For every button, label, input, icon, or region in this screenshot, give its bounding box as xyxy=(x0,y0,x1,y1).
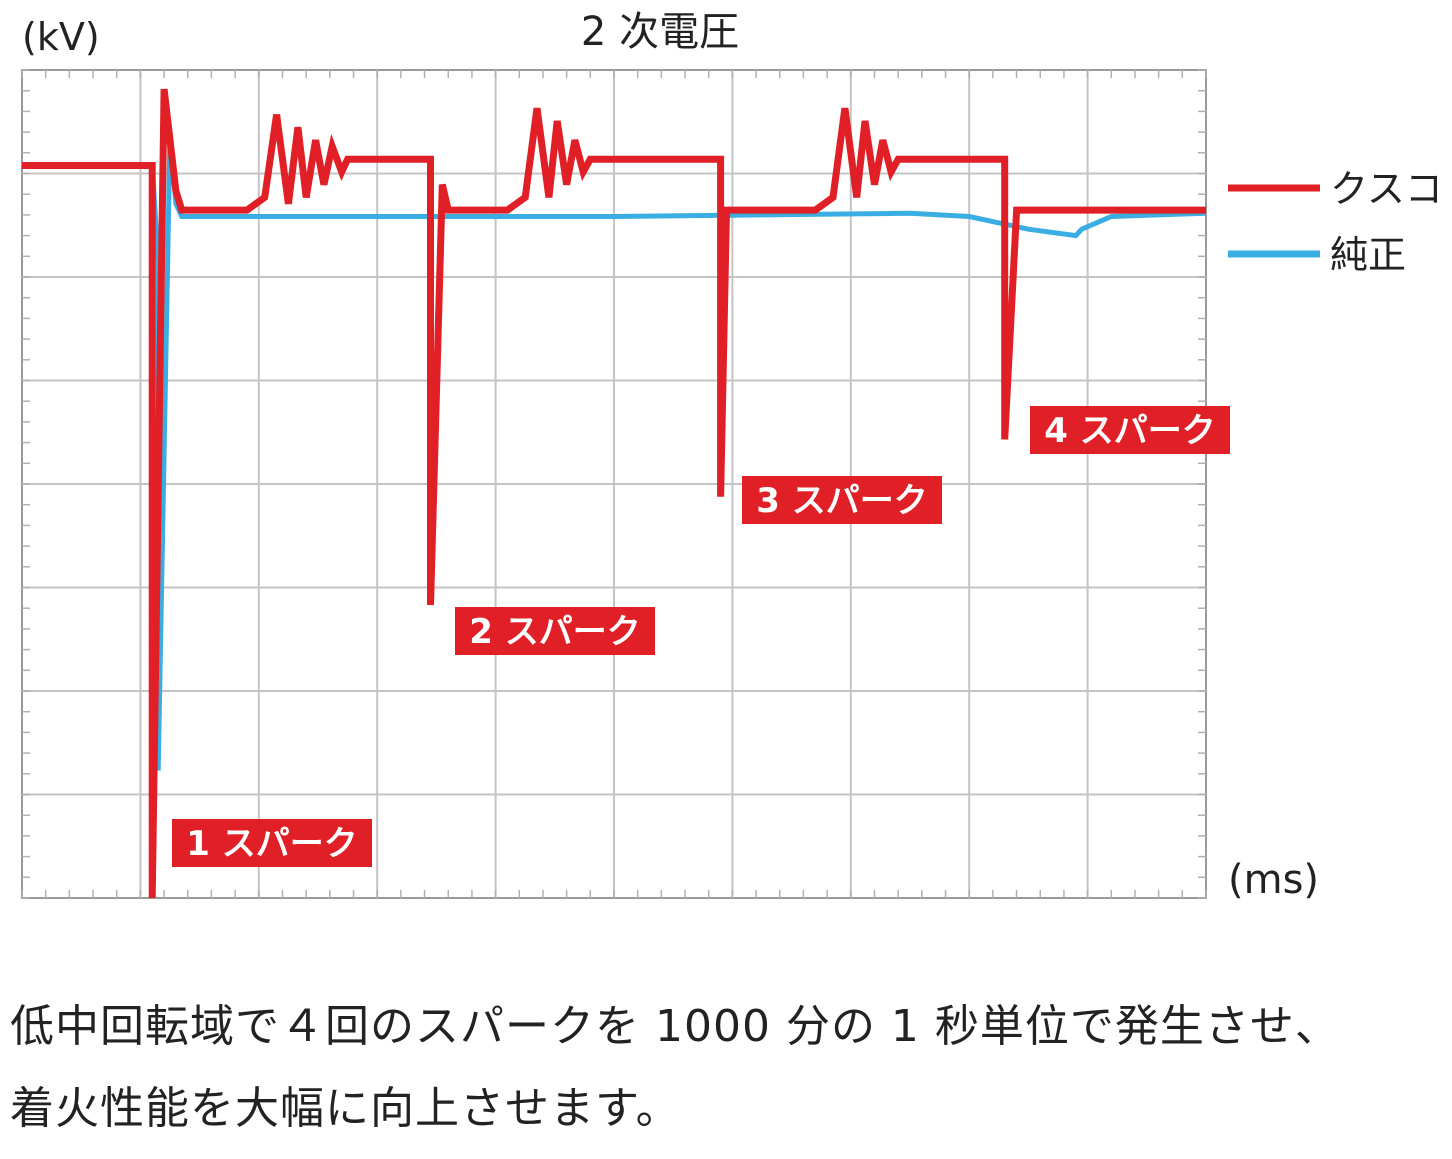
y-axis-label: (kV) xyxy=(22,15,100,59)
spark-label-box xyxy=(172,819,372,867)
x-axis-label: (ms) xyxy=(1228,857,1319,903)
legend-label: クスコ xyxy=(1330,167,1443,211)
spark-label-box xyxy=(1030,406,1230,454)
legend-label: 純正 xyxy=(1330,233,1406,277)
spark-label: 4 スパーク xyxy=(1044,411,1216,451)
series-line-kusuko xyxy=(22,88,1206,899)
caption-line-2: 着火性能を大幅に向上させます。 xyxy=(10,1083,681,1134)
plot-series xyxy=(22,88,1207,899)
spark-annotations: 1 スパーク 2 スパーク 3 スパーク 4 スパーク xyxy=(172,406,1230,867)
spark-label: 3 スパーク xyxy=(756,481,928,521)
caption-line-1: 低中回転域で４回のスパークを 1000 分の 1 秒単位で発生させ、 xyxy=(10,1001,1340,1052)
plot-grid xyxy=(21,69,1207,899)
spark-label-box xyxy=(455,607,655,655)
spark-label-box xyxy=(742,476,942,524)
chart-title: 2 次電圧 xyxy=(581,9,739,55)
spark-label: 1 スパーク xyxy=(186,824,358,864)
spark-label: 2 スパーク xyxy=(469,612,641,652)
